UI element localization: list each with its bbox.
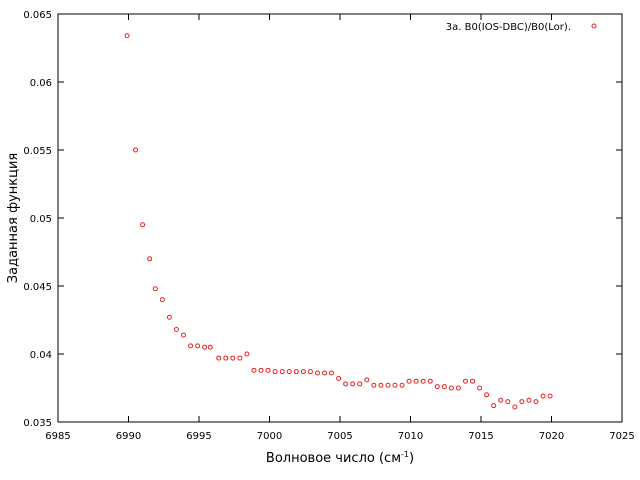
data-point xyxy=(202,344,208,350)
data-point xyxy=(399,382,405,388)
y-tick-label: 0.035 xyxy=(23,418,52,429)
x-axis-ticks: 6985 6990 6995 7000 7005 7010 7015 7020 7025 xyxy=(45,14,635,442)
y-tick-label: 0.04 xyxy=(30,350,52,361)
data-point xyxy=(336,375,342,381)
data-point xyxy=(230,355,236,361)
data-point xyxy=(540,393,546,399)
y-tick-label: 0.065 xyxy=(23,10,52,21)
x-axis-label: Волновое число (см-1) xyxy=(266,450,414,466)
data-point xyxy=(498,397,504,403)
data-point xyxy=(512,404,518,410)
data-point xyxy=(484,392,490,398)
data-point xyxy=(321,370,327,376)
data-point xyxy=(385,382,391,388)
data-point xyxy=(173,327,179,333)
data-point xyxy=(159,297,165,303)
x-tick-label: 7000 xyxy=(257,431,282,442)
data-point xyxy=(251,367,257,373)
legend-label: 3a. B0(IOS-DBC)/B0(Lor). xyxy=(446,22,571,33)
data-point xyxy=(364,377,370,383)
data-point xyxy=(406,378,412,384)
data-point xyxy=(279,369,285,375)
x-tick-label: 6985 xyxy=(45,431,70,442)
data-point xyxy=(547,393,553,399)
data-point xyxy=(265,367,271,373)
data-point xyxy=(188,343,194,349)
data-point xyxy=(207,344,213,350)
data-point xyxy=(180,332,186,338)
x-axis-label-superscript: -1 xyxy=(401,450,409,459)
data-point xyxy=(448,385,454,391)
data-point xyxy=(350,381,356,387)
legend: 3a. B0(IOS-DBC)/B0(Lor). xyxy=(446,22,597,33)
data-point xyxy=(300,369,306,375)
data-point xyxy=(147,256,153,262)
x-tick-label: 6995 xyxy=(186,431,211,442)
data-point xyxy=(343,381,349,387)
x-tick-label: 6990 xyxy=(116,431,141,442)
data-point xyxy=(420,378,426,384)
data-point xyxy=(441,384,447,390)
data-point xyxy=(216,355,222,361)
x-tick-label: 7020 xyxy=(539,431,564,442)
y-tick-label: 0.055 xyxy=(23,146,52,157)
y-tick-label: 0.06 xyxy=(30,78,52,89)
legend-marker xyxy=(591,23,597,29)
data-point xyxy=(237,355,243,361)
data-point xyxy=(462,378,468,384)
data-point xyxy=(152,286,158,292)
data-point xyxy=(286,369,292,375)
data-point xyxy=(258,367,264,373)
x-tick-label: 7015 xyxy=(468,431,493,442)
y-tick-label: 0.05 xyxy=(30,214,52,225)
data-point xyxy=(392,382,398,388)
data-point xyxy=(166,314,172,320)
data-point xyxy=(519,399,525,405)
data-point xyxy=(140,222,146,228)
data-point xyxy=(491,403,497,409)
data-point xyxy=(533,399,539,405)
data-point xyxy=(244,351,250,357)
data-point xyxy=(505,399,511,405)
data-point xyxy=(427,378,433,384)
data-point xyxy=(455,385,461,391)
data-point xyxy=(314,370,320,376)
x-tick-label: 7025 xyxy=(609,431,634,442)
x-tick-label: 7005 xyxy=(327,431,352,442)
data-point xyxy=(477,385,483,391)
data-point xyxy=(124,33,130,39)
data-point xyxy=(526,397,532,403)
data-point xyxy=(307,369,313,375)
y-tick-label: 0.045 xyxy=(23,282,52,293)
data-point xyxy=(293,369,299,375)
data-point xyxy=(223,355,229,361)
x-tick-label: 7010 xyxy=(398,431,423,442)
y-axis-label: Заданная функция xyxy=(6,153,21,283)
data-point xyxy=(413,378,419,384)
data-point xyxy=(378,382,384,388)
data-point xyxy=(357,381,363,387)
data-point xyxy=(371,382,377,388)
data-point xyxy=(329,370,335,376)
plot-frame xyxy=(57,13,623,423)
data-point xyxy=(195,343,201,349)
y-axis-ticks: 0.035 0.04 0.045 0.05 0.055 0.06 0.065 xyxy=(23,10,622,429)
data-point xyxy=(272,369,278,375)
data-points xyxy=(124,33,553,410)
data-point xyxy=(470,378,476,384)
data-point xyxy=(133,147,139,153)
data-point xyxy=(434,384,440,390)
